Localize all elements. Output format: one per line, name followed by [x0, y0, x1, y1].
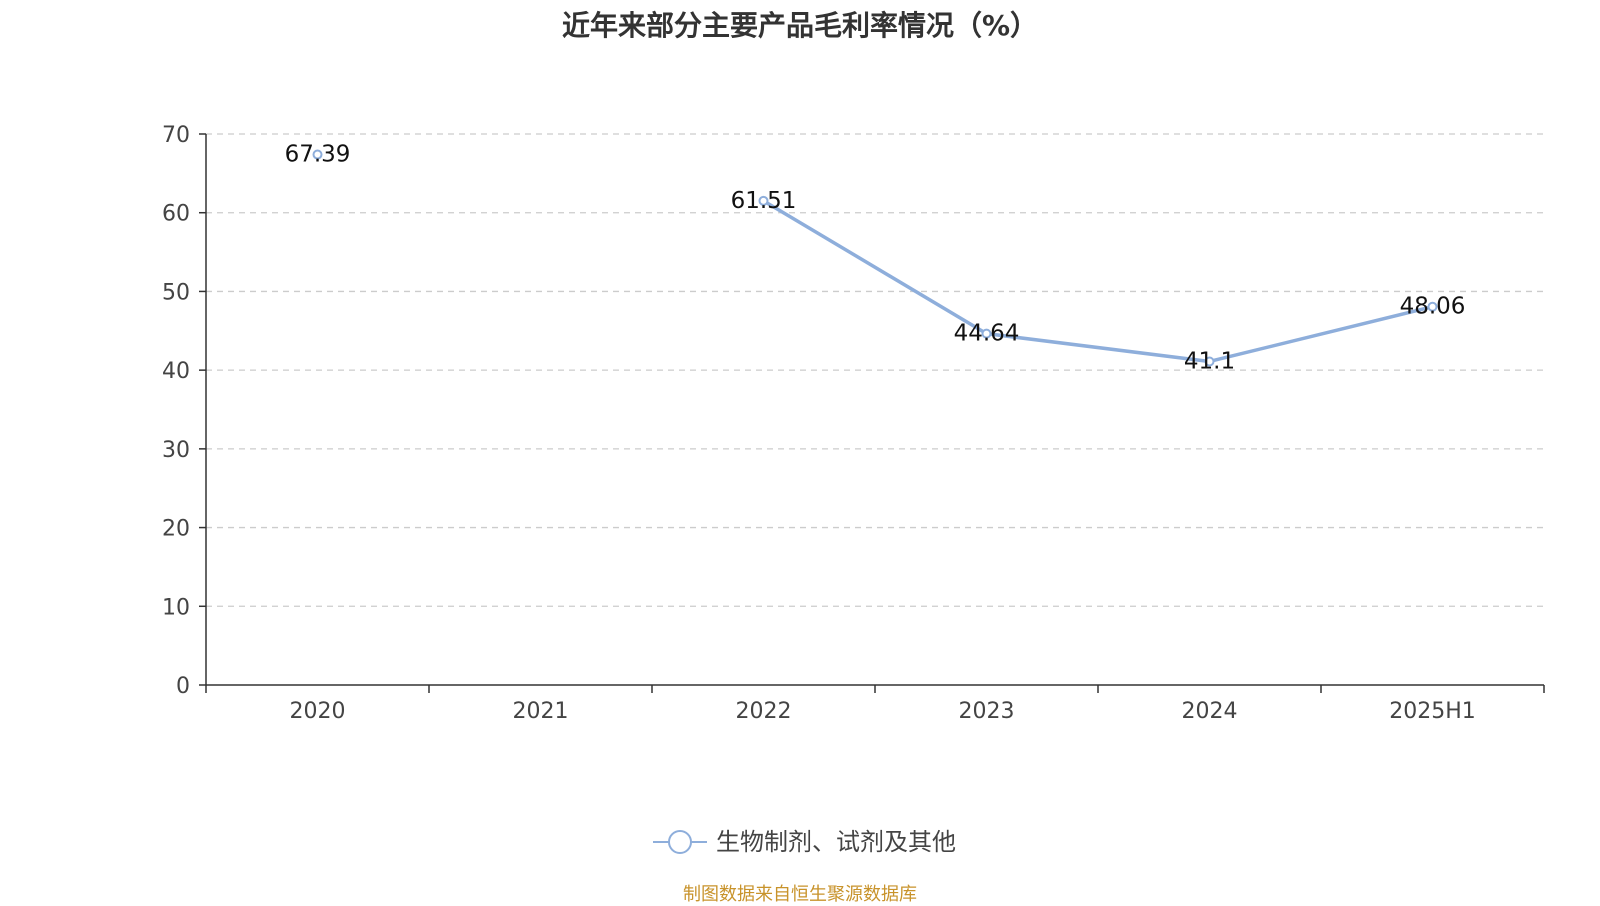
data-point[interactable]	[758, 195, 769, 206]
data-label: 48.06	[1400, 294, 1466, 320]
legend-label[interactable]: 生物制剂、试剂及其他	[716, 828, 956, 856]
data-point[interactable]	[1204, 356, 1215, 367]
chart-title: 近年来部分主要产品毛利率情况（%）	[561, 9, 1039, 42]
y-tick-label: 30	[162, 438, 190, 463]
x-tick-label: 2024	[1182, 699, 1238, 724]
legend[interactable]: 生物制剂、试剂及其他	[653, 828, 956, 856]
y-tick-label: 20	[162, 517, 190, 542]
legend-marker-icon	[668, 830, 692, 854]
data-label: 44.64	[954, 321, 1020, 347]
x-tick-label: 2023	[959, 699, 1015, 724]
data-label: 61.51	[731, 188, 797, 214]
x-tick-label: 2021	[513, 699, 569, 724]
y-tick-label: 70	[162, 123, 190, 148]
y-tick-label: 0	[176, 674, 190, 699]
data-label: 41.1	[1184, 348, 1235, 374]
source-note: 制图数据来自恒生聚源数据库	[683, 884, 917, 905]
data-point[interactable]	[981, 328, 992, 339]
data-point[interactable]	[312, 149, 323, 160]
x-tick-label: 2022	[736, 699, 792, 724]
series-line	[762, 199, 1433, 364]
series-layer	[312, 149, 1438, 367]
y-tick-label: 40	[162, 359, 190, 384]
x-tick-label: 2025H1	[1389, 699, 1476, 724]
data-labels: 67.39 61.51 44.64 41.1 48.06	[285, 142, 1466, 375]
axes: 0 10 20 30 40 50 60 70 2020 2021 2022 2023 2024 2025H…	[162, 123, 1545, 724]
y-tick-label: 60	[162, 202, 190, 227]
y-tick-label: 10	[162, 595, 190, 620]
x-tick-label: 2020	[290, 699, 346, 724]
y-tick-label: 50	[162, 280, 190, 305]
data-point[interactable]	[1427, 301, 1438, 312]
data-label: 67.39	[285, 142, 351, 168]
grid-lines	[206, 133, 1544, 607]
